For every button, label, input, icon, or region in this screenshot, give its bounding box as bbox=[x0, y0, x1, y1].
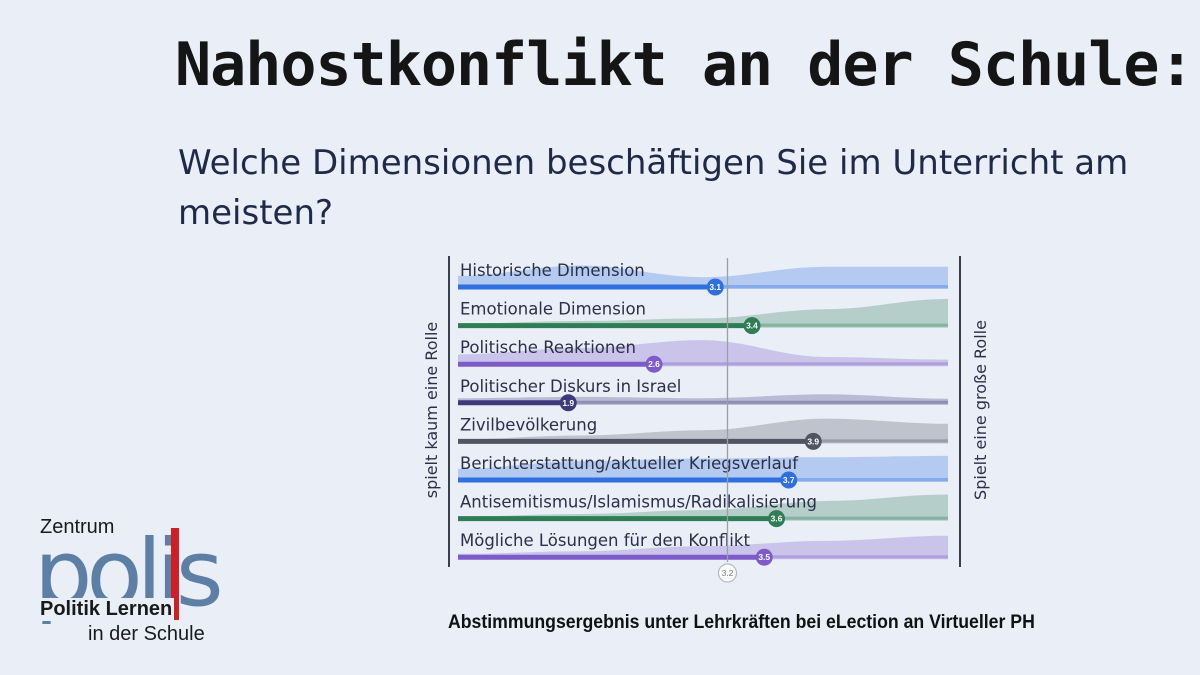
question-text: Welche Dimensionen beschäftigen Sie im U… bbox=[178, 143, 1129, 233]
chart-row: 3.6 Antisemitismus/Islamismus/Radikalisie… bbox=[458, 493, 948, 528]
chart-row: 3.4 Emotionale Dimension bbox=[458, 298, 948, 335]
value-marker bbox=[768, 510, 785, 528]
chart-row: 3.9 Zivilbevölkerung bbox=[458, 415, 948, 450]
value-label: 3.1 bbox=[709, 282, 721, 292]
value-marker bbox=[645, 355, 663, 373]
item-label: Historische Dimension bbox=[460, 261, 645, 280]
item-label: Mögliche Lösungen für den Konflikt bbox=[460, 531, 750, 550]
item-label: Politischer Diskurs in Israel bbox=[460, 377, 681, 396]
logo-top-text: Zentrum bbox=[40, 516, 115, 538]
item-label: Antisemitismus/Islamismus/Radikalisierun… bbox=[460, 493, 817, 512]
logo-red-bar bbox=[171, 528, 179, 620]
left-scale-label: spielt kaum eine Rolle bbox=[422, 322, 441, 498]
value-marker bbox=[755, 548, 773, 566]
value-label: 3.4 bbox=[746, 321, 758, 331]
distribution-area bbox=[458, 340, 948, 366]
logo-line-2: in der Schule bbox=[88, 623, 205, 645]
value-marker bbox=[804, 432, 822, 450]
value-label: 3.9 bbox=[807, 436, 819, 446]
distribution-area bbox=[458, 265, 948, 288]
value-label: 3.5 bbox=[758, 552, 770, 562]
value-label: 1.9 bbox=[562, 398, 574, 408]
item-label: Berichterstattung/aktueller Kriegsverlau… bbox=[460, 454, 799, 473]
value-marker bbox=[706, 278, 724, 296]
chart-row: 3.5 Mögliche Lösungen für den Konflikt bbox=[458, 531, 948, 566]
mean-label: 3.2 bbox=[722, 568, 734, 578]
chart-row: 2.6 Politische Reaktionen bbox=[458, 338, 948, 373]
distribution-area bbox=[458, 298, 948, 327]
mean-marker bbox=[717, 563, 738, 583]
distribution-area bbox=[458, 535, 948, 559]
item-label: Politische Reaktionen bbox=[460, 338, 636, 357]
item-label: Zivilbevölkerung bbox=[460, 415, 597, 434]
chart-row: 3.7 Berichterstattung/aktueller Kriegsver… bbox=[458, 454, 948, 489]
item-label: Emotionale Dimension bbox=[460, 300, 646, 319]
value-marker bbox=[559, 394, 577, 412]
distribution-area bbox=[458, 494, 948, 520]
value-label: 3.7 bbox=[783, 475, 795, 485]
value-marker bbox=[743, 317, 761, 335]
value-label: 3.6 bbox=[771, 514, 783, 524]
caption: Abstimmungsergebnis unter Lehrkräften be… bbox=[448, 612, 1035, 633]
right-scale-label: Spielt eine große Rolle bbox=[971, 320, 990, 500]
main-title: Nahostkonflikt an der Schule: bbox=[175, 30, 1195, 100]
distribution-area bbox=[458, 455, 948, 481]
distribution-area bbox=[458, 394, 948, 404]
chart-row: 3.1 Historische Dimension bbox=[458, 261, 948, 296]
polis-logo: polis Zentrum Politik Lernen in der Schu… bbox=[30, 510, 260, 650]
value-label: 2.6 bbox=[648, 359, 660, 369]
logo-line-1: Politik Lernen bbox=[40, 598, 175, 621]
chart-row: 1.9 Politischer Diskurs in Israel bbox=[458, 377, 948, 412]
distribution-area bbox=[458, 418, 948, 443]
value-marker bbox=[780, 471, 798, 489]
